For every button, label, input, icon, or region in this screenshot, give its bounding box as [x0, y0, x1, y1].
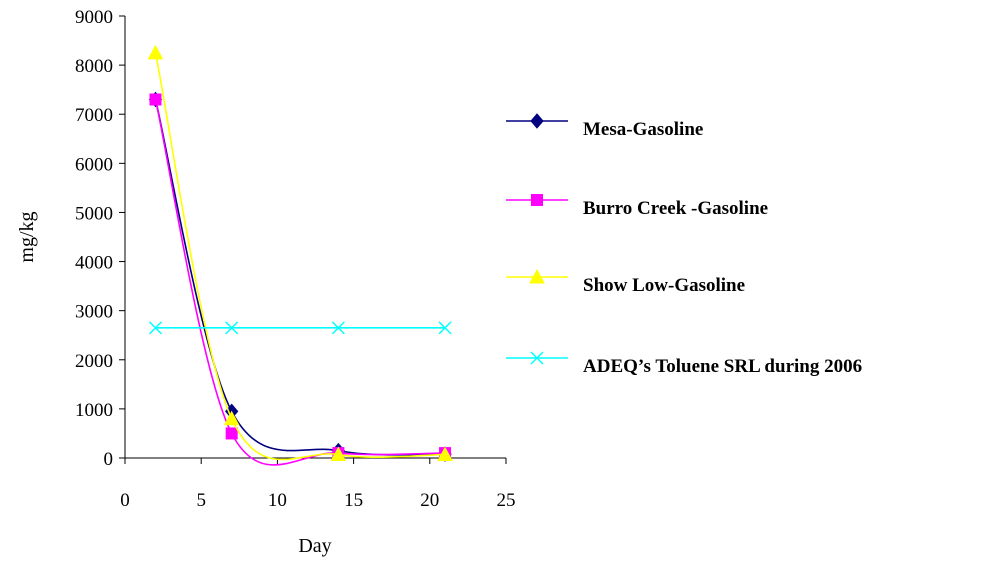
x-tick-label: 0 — [120, 490, 130, 511]
y-tick-label: 1000 — [75, 400, 113, 421]
data-point — [147, 44, 164, 60]
data-point — [148, 321, 163, 335]
legend-marker — [530, 113, 544, 129]
series-3 — [147, 44, 453, 462]
legend-label: Show Low-Gasoline — [583, 275, 745, 296]
legend-item: Burro Creek -Gasoline — [506, 194, 768, 219]
axes — [119, 15, 507, 464]
data-point — [330, 446, 347, 462]
series-layer — [147, 44, 453, 466]
legend-marker — [529, 268, 545, 284]
data-point — [438, 321, 452, 335]
legend-item: Show Low-Gasoline — [506, 268, 745, 296]
x-tick-label: 20 — [420, 490, 439, 511]
y-tick-label: 3000 — [75, 302, 113, 323]
series-line — [154, 99, 446, 466]
data-point — [223, 410, 240, 426]
legend-label: Mesa-Gasoline — [583, 119, 703, 140]
x-tick-label: 25 — [497, 490, 516, 511]
marker-stroke — [148, 321, 163, 335]
series-line — [154, 52, 446, 461]
y-tick-label: 2000 — [75, 351, 113, 372]
y-tick-label: 8000 — [75, 56, 113, 77]
series-4 — [148, 321, 452, 335]
x-tick-label: 15 — [344, 490, 363, 511]
data-point — [331, 321, 345, 335]
legend-label: Burro Creek -Gasoline — [583, 198, 768, 219]
y-tick-label: 6000 — [75, 154, 113, 175]
data-point — [225, 427, 238, 440]
legend-marker — [531, 194, 543, 206]
y-axis-title: mg/kg — [16, 211, 38, 262]
series-line — [154, 99, 446, 456]
legend: Mesa-Gasoline Burro Creek -Gasoline Show L… — [506, 113, 862, 377]
data-point — [149, 93, 162, 106]
marker-stroke — [438, 321, 452, 335]
legend-marker — [530, 351, 544, 365]
x-tick-label: 10 — [268, 490, 287, 511]
data-point — [225, 321, 239, 335]
y-tick-label: 7000 — [75, 105, 113, 126]
y-tick-label: 9000 — [75, 7, 113, 28]
y-tick-label: 4000 — [75, 253, 113, 274]
marker-stroke — [331, 321, 345, 335]
tick-labels: 0 1000 2000 3000 4000 5000 6000 7000 8000 9000 0 5 1… — [75, 7, 516, 511]
marker-stroke — [530, 351, 544, 365]
legend-item: Mesa-Gasoline — [506, 113, 703, 140]
x-axis-title: Day — [298, 535, 331, 557]
y-tick-label: 0 — [104, 449, 114, 470]
legend-item: ADEQ’s Toluene SRL during 2006 — [506, 351, 862, 377]
x-tick-label: 5 — [196, 490, 206, 511]
y-tick-label: 5000 — [75, 203, 113, 224]
marker-stroke — [225, 321, 239, 335]
data-point — [437, 446, 453, 462]
legend-label: ADEQ’s Toluene SRL during 2006 — [583, 356, 862, 377]
